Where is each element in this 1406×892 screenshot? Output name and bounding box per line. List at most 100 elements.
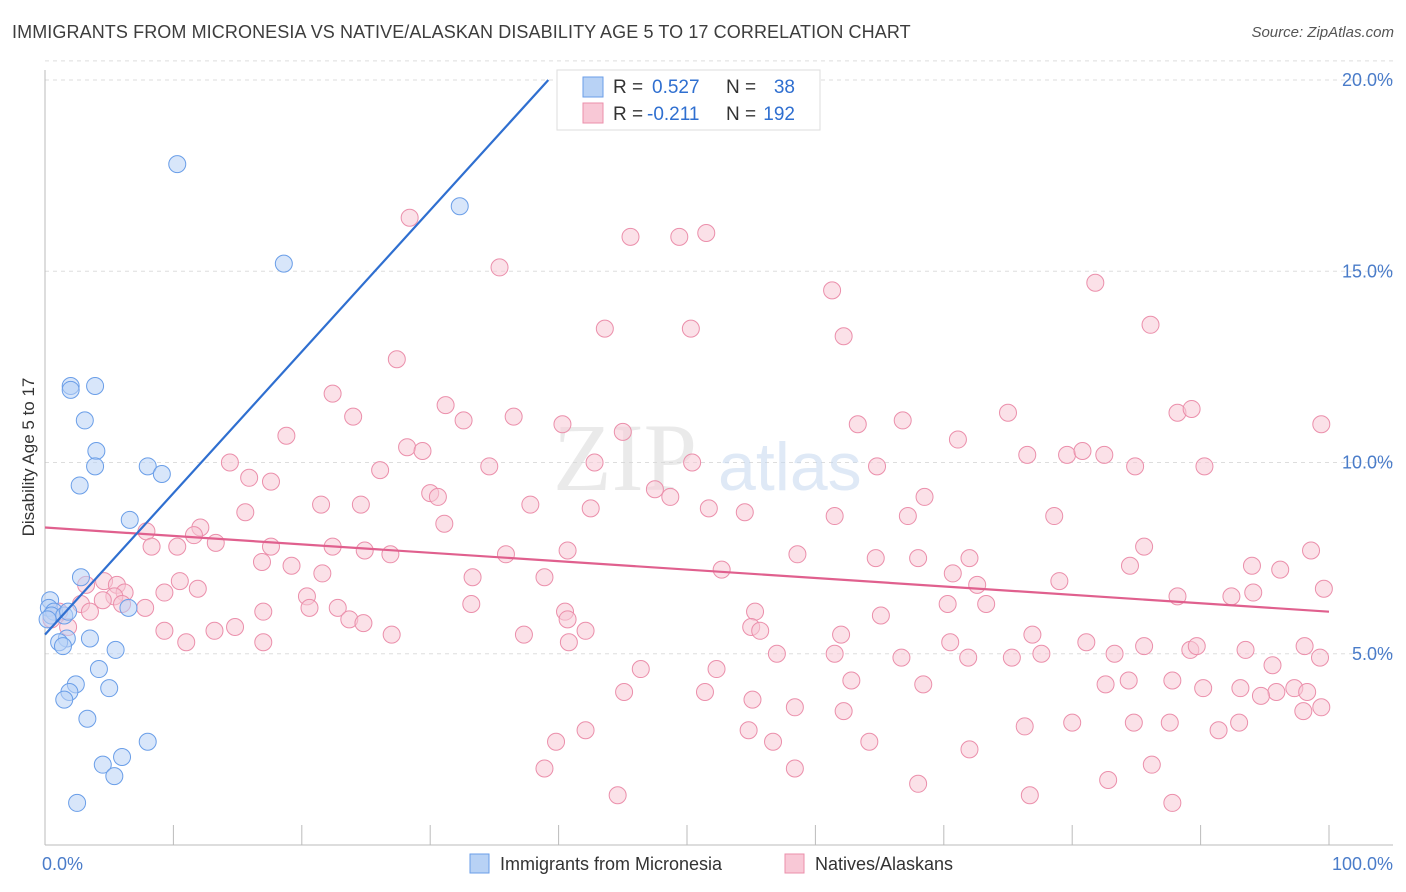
- data-point-natives-alaskans: [743, 690, 762, 709]
- data-point-natives-alaskans: [1160, 713, 1179, 732]
- legend-blue-n-label: N =: [726, 77, 756, 98]
- data-point-natives-alaskans: [909, 549, 928, 568]
- data-point-natives-alaskans: [1195, 457, 1214, 476]
- data-point-natives-alaskans: [463, 568, 482, 587]
- data-point-natives-alaskans: [558, 541, 577, 560]
- data-point-natives-alaskans: [504, 407, 523, 426]
- data-point-natives-alaskans: [948, 430, 967, 449]
- data-point-natives-alaskans: [535, 568, 554, 587]
- data-point-natives-alaskans: [823, 281, 842, 300]
- data-point-natives-alaskans: [136, 598, 155, 617]
- data-point-natives-alaskans: [240, 468, 259, 487]
- data-point-natives-alaskans: [999, 403, 1017, 422]
- data-point-natives-alaskans: [842, 671, 861, 690]
- data-point-natives-alaskans: [834, 327, 853, 346]
- data-point-natives-alaskans: [1020, 786, 1039, 805]
- data-point-natives-alaskans: [581, 499, 600, 518]
- data-point-immigrants-micronesia: [75, 411, 94, 430]
- data-point-natives-alaskans: [613, 422, 632, 441]
- data-point-natives-alaskans: [206, 533, 225, 552]
- data-point-natives-alaskans: [825, 644, 844, 663]
- data-point-natives-alaskans: [960, 740, 979, 759]
- y-tick-label: 20.0%: [1342, 70, 1393, 90]
- data-point-natives-alaskans: [1312, 698, 1331, 717]
- data-point-natives-alaskans: [712, 560, 731, 579]
- data-point-natives-alaskans: [1135, 537, 1154, 556]
- data-point-natives-alaskans: [1263, 656, 1282, 675]
- data-point-natives-alaskans: [371, 461, 390, 480]
- data-point-natives-alaskans: [521, 495, 540, 514]
- data-point-natives-alaskans: [661, 487, 680, 506]
- data-point-immigrants-micronesia: [80, 629, 99, 648]
- data-point-natives-alaskans: [1015, 717, 1034, 736]
- data-point-natives-alaskans: [699, 499, 718, 518]
- data-point-natives-alaskans: [785, 698, 804, 717]
- data-point-natives-alaskans: [1302, 541, 1321, 560]
- data-point-natives-alaskans: [313, 564, 332, 583]
- data-point-natives-alaskans: [454, 411, 473, 430]
- data-point-natives-alaskans: [764, 732, 783, 751]
- data-point-natives-alaskans: [1236, 640, 1255, 659]
- data-point-natives-alaskans: [282, 556, 301, 575]
- data-point-natives-alaskans: [553, 415, 572, 434]
- data-point-natives-alaskans: [261, 472, 280, 491]
- data-point-natives-alaskans: [898, 507, 917, 526]
- data-point-natives-alaskans: [943, 564, 962, 583]
- data-point-natives-alaskans: [615, 683, 634, 701]
- data-point-natives-alaskans: [1312, 415, 1331, 434]
- data-point-natives-alaskans: [1124, 713, 1143, 732]
- data-point-natives-alaskans: [413, 442, 432, 461]
- data-point-natives-alaskans: [1120, 556, 1139, 575]
- data-point-natives-alaskans: [428, 487, 447, 506]
- data-point-natives-alaskans: [1063, 713, 1082, 732]
- data-point-immigrants-micronesia: [59, 602, 78, 621]
- data-point-natives-alaskans: [1141, 315, 1160, 334]
- data-point-natives-alaskans: [168, 537, 187, 556]
- data-point-immigrants-micronesia: [152, 464, 171, 483]
- legend-pink-r-value: -0.211: [647, 104, 699, 125]
- legend-pink-n-value: 192: [763, 104, 795, 125]
- data-point-natives-alaskans: [871, 606, 890, 625]
- data-point-immigrants-micronesia: [70, 476, 89, 495]
- data-point-immigrants-micronesia: [89, 660, 108, 679]
- y-tick-label: 10.0%: [1342, 453, 1393, 473]
- data-point-immigrants-micronesia: [113, 748, 132, 767]
- series-natives-alaskans: [42, 208, 1333, 812]
- data-point-natives-alaskans: [848, 415, 867, 434]
- data-point-natives-alaskans: [866, 549, 885, 568]
- data-point-natives-alaskans: [328, 598, 347, 617]
- data-point-natives-alaskans: [576, 721, 595, 740]
- data-point-natives-alaskans: [236, 503, 255, 522]
- data-point-natives-alaskans: [226, 617, 245, 636]
- data-point-natives-alaskans: [382, 625, 401, 644]
- data-point-natives-alaskans: [1086, 273, 1105, 292]
- data-point-natives-alaskans: [621, 227, 640, 246]
- data-point-immigrants-micronesia: [100, 679, 119, 698]
- data-point-natives-alaskans: [892, 648, 911, 667]
- data-point-immigrants-micronesia: [93, 755, 112, 774]
- data-point-natives-alaskans: [1119, 671, 1138, 690]
- trend-line-natives-alaskans: [44, 526, 1330, 613]
- data-point-immigrants-micronesia: [38, 610, 57, 629]
- bottom-legend-swatch-pink: [784, 853, 805, 874]
- data-point-natives-alaskans: [585, 453, 604, 472]
- data-point-natives-alaskans: [914, 675, 933, 694]
- data-point-immigrants-micronesia: [55, 690, 74, 709]
- data-point-natives-alaskans: [398, 438, 417, 457]
- data-point-natives-alaskans: [1135, 637, 1154, 656]
- data-point-natives-alaskans: [1251, 686, 1270, 705]
- data-point-immigrants-micronesia: [61, 380, 80, 399]
- gridlines: [45, 60, 1393, 655]
- data-point-natives-alaskans: [220, 453, 239, 472]
- data-point-natives-alaskans: [1194, 679, 1213, 698]
- data-point-natives-alaskans: [559, 633, 578, 652]
- data-point-natives-alaskans: [355, 541, 374, 560]
- data-point-natives-alaskans: [681, 319, 700, 338]
- data-point-immigrants-micronesia: [120, 510, 139, 529]
- data-point-natives-alaskans: [547, 732, 566, 751]
- data-point-natives-alaskans: [558, 610, 577, 629]
- data-point-natives-alaskans: [462, 595, 481, 614]
- data-point-natives-alaskans: [142, 537, 161, 556]
- legend-pink-n-label: N =: [726, 104, 756, 125]
